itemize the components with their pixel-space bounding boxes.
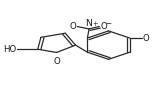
Text: −: −	[105, 21, 111, 27]
Text: O: O	[53, 57, 60, 66]
Text: O: O	[142, 33, 149, 43]
Text: +: +	[93, 21, 98, 27]
Text: N: N	[86, 19, 93, 28]
Text: HO: HO	[3, 45, 17, 54]
Text: O: O	[70, 22, 76, 31]
Text: O: O	[100, 22, 107, 31]
